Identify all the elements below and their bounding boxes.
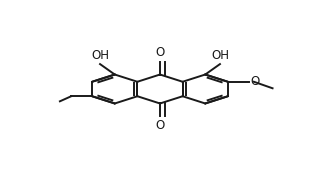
Text: O: O [250,75,259,88]
Text: OH: OH [211,49,229,62]
Text: OH: OH [91,49,109,62]
Text: O: O [156,119,164,132]
Text: O: O [156,46,164,59]
